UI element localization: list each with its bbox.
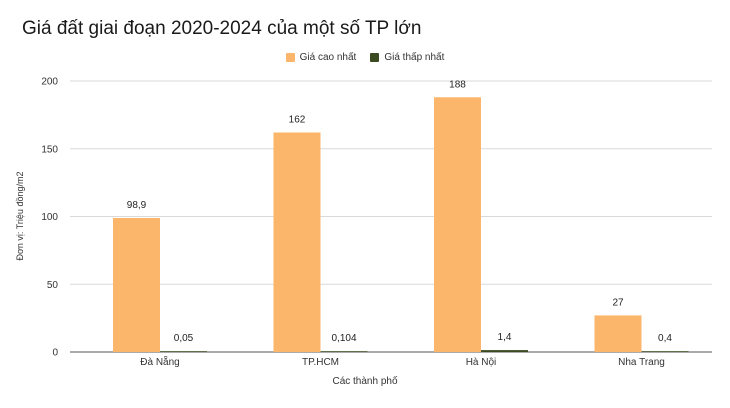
data-label-min: 0,104 xyxy=(331,333,356,344)
data-label-max: 27 xyxy=(612,297,624,308)
x-tick-label: Nha Trang xyxy=(618,357,665,368)
x-axis-label: Các thành phố xyxy=(332,376,398,387)
legend-swatch-min xyxy=(370,53,380,62)
data-label-min: 0,05 xyxy=(174,333,194,344)
chart-title: Giá đất giai đoạn 2020-2024 của một số T… xyxy=(22,18,422,39)
data-label-min: 1,4 xyxy=(498,332,512,343)
y-tick-label: 200 xyxy=(41,77,58,88)
bar-max xyxy=(273,132,321,352)
bar-min xyxy=(320,351,368,352)
data-label-min: 0,4 xyxy=(658,333,672,344)
data-label-max: 162 xyxy=(289,114,306,125)
bar-min xyxy=(641,351,689,352)
y-tick-label: 0 xyxy=(52,348,58,359)
bar-min xyxy=(160,351,207,352)
legend: Giá cao nhất Giá thấp nhất xyxy=(0,52,730,63)
legend-swatch-max xyxy=(285,53,295,62)
bar-max xyxy=(113,217,160,352)
legend-item-min: Giá thấp nhất xyxy=(370,52,444,63)
data-label-max: 188 xyxy=(449,79,466,90)
bar-max xyxy=(434,97,481,352)
legend-label-max: Giá cao nhất xyxy=(299,52,357,63)
x-tick-label: Hà Nội xyxy=(466,357,497,368)
bar-max xyxy=(594,315,642,352)
y-tick-label: 100 xyxy=(41,212,58,223)
y-tick-label: 50 xyxy=(47,280,59,291)
data-label-max: 98,9 xyxy=(127,200,147,211)
legend-label-min: Giá thấp nhất xyxy=(384,52,445,63)
legend-item-max: Giá cao nhất xyxy=(285,52,357,63)
x-tick-label: TP.HCM xyxy=(302,357,339,368)
bar-min xyxy=(481,350,528,352)
x-tick-label: Đà Nẵng xyxy=(140,355,179,368)
y-tick-label: 150 xyxy=(41,144,58,155)
